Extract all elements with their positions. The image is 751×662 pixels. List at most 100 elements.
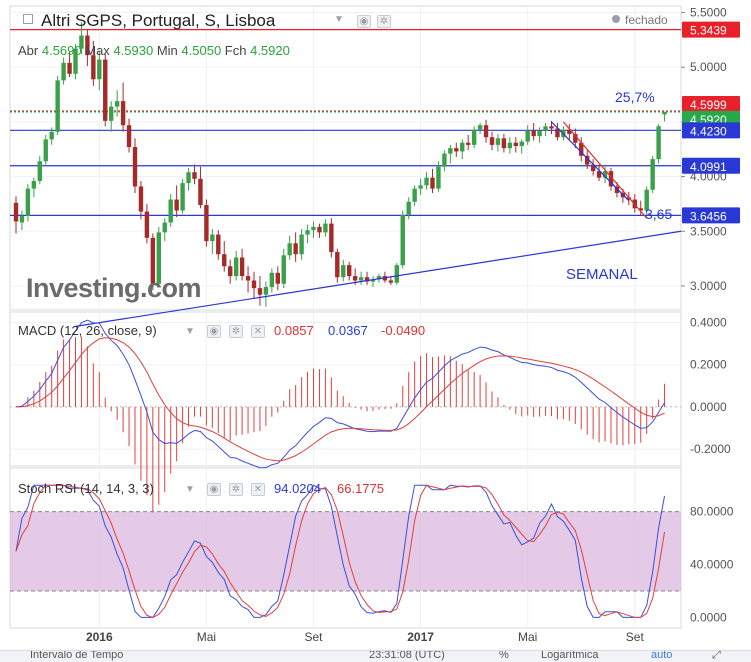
candle-body	[311, 226, 316, 231]
macd-gear-icon[interactable]: ✲	[229, 325, 243, 338]
candle-body	[376, 276, 382, 280]
candle-body	[97, 59, 102, 80]
macd-signal-line	[15, 337, 665, 462]
pct-gain-annotation: 25,7%	[615, 89, 655, 105]
eye-icon[interactable]: ◉	[357, 15, 371, 28]
candle-body	[186, 172, 191, 184]
candle-body	[501, 138, 507, 149]
candle-body	[644, 189, 649, 211]
price-level-tag	[682, 21, 740, 38]
collapse-icon[interactable]	[23, 14, 33, 24]
candle-body	[204, 205, 209, 242]
candle-body	[19, 215, 25, 223]
macd-close-icon[interactable]: ✕	[251, 325, 265, 338]
candle-body	[436, 166, 441, 189]
candle-body	[471, 129, 477, 145]
timeframe-annotation: SEMANAL	[566, 266, 638, 283]
candle-body	[352, 276, 358, 281]
ohlc-readout: Abr 4.5690 Max 4.5930 Min 4.5050 Fch 4.5…	[18, 43, 290, 58]
candle-body	[49, 131, 54, 140]
candle-body	[61, 62, 66, 81]
candle-body	[448, 148, 453, 154]
candle-body	[602, 171, 608, 178]
stoch-y-tick-label: 0.0000	[690, 610, 727, 624]
macd-y-tick-label: 0.2000	[690, 358, 727, 372]
macd-value-3: -0.0490	[381, 323, 426, 338]
macd-y-tick-label: 0.4000	[690, 316, 727, 330]
investing-logo: Investing.com	[26, 273, 202, 304]
ohlc-high: 4.5930	[113, 43, 154, 58]
macd-value-2: 0.0367	[328, 323, 368, 338]
interval-button[interactable]: Intervalo de Tempo	[30, 650, 124, 661]
ohlc-open: 4.5690	[41, 43, 82, 58]
price-y-tick-label: 5.5000	[690, 6, 727, 20]
stoch-close-icon[interactable]: ✕	[251, 483, 265, 496]
stoch-value-1: 94.0204	[274, 481, 321, 496]
candle-body	[257, 288, 263, 295]
candle-body	[460, 142, 465, 152]
target-annotation: 3,65	[645, 206, 672, 222]
candle-body	[650, 159, 655, 190]
x-tick-label: Set	[626, 630, 645, 644]
title-dropdown-icon[interactable]: ▼	[334, 14, 344, 25]
gear-icon[interactable]: ✲	[377, 15, 391, 28]
candle-body	[109, 106, 114, 121]
candle-body	[638, 208, 643, 211]
candle-body	[91, 55, 96, 80]
candle-body	[388, 280, 394, 283]
price-level-tag-label: 4.4230	[690, 124, 727, 138]
price-level-tag	[682, 122, 740, 139]
candle-body	[590, 164, 596, 172]
candle-body	[55, 80, 60, 132]
candle-body	[614, 186, 620, 193]
ohlc-open-label: Abr	[18, 43, 39, 58]
candle-body	[519, 141, 524, 146]
stoch-eye-icon[interactable]: ◉	[207, 483, 221, 496]
candle-body	[293, 243, 298, 255]
stoch-y-tick-label: 40.0000	[690, 558, 734, 572]
stoch-gear-icon[interactable]: ✲	[229, 483, 243, 496]
candle-body	[103, 59, 108, 121]
candle-body	[454, 148, 459, 152]
candle-body	[513, 142, 518, 146]
stoch-rsi-label: Stoch RSI (14, 14, 3, 3)	[18, 481, 154, 496]
price-level-tag	[682, 207, 740, 224]
macd-line	[15, 319, 665, 469]
candle-body	[251, 280, 257, 289]
percent-toggle[interactable]: %	[499, 650, 509, 661]
candle-body	[549, 126, 554, 129]
fullscreen-icon[interactable]: ⤢	[712, 650, 721, 661]
macd-dropdown-icon[interactable]: ▼	[185, 326, 195, 337]
ohlc-low: 4.5050	[181, 43, 222, 58]
chart-title: Altri SGPS, Portugal, S, Lisboa	[41, 11, 276, 30]
macd-eye-icon[interactable]: ◉	[207, 325, 221, 338]
candle-body	[156, 232, 161, 284]
log-toggle[interactable]: Logarítmica	[541, 650, 599, 661]
downtrend-line	[562, 121, 648, 219]
price-level-tag-label: 4.0991	[690, 160, 727, 174]
candle-body	[210, 234, 215, 242]
stoch-d-line	[15, 484, 666, 618]
candle-body	[358, 277, 364, 281]
candle-body	[263, 287, 269, 295]
candle-body	[406, 201, 411, 215]
candle-body	[662, 111, 667, 115]
candle-body	[233, 257, 239, 277]
candle-body	[138, 186, 144, 212]
auto-toggle[interactable]: auto	[651, 650, 673, 661]
macd-value-1: 0.0857	[274, 323, 314, 338]
macd-panel	[9, 311, 682, 467]
candle-body	[43, 139, 48, 162]
stoch-dropdown-icon[interactable]: ▼	[185, 484, 195, 495]
candle-body	[656, 126, 661, 160]
x-tick-label: 2016	[86, 630, 113, 644]
candle-body	[412, 188, 417, 202]
candle-body	[555, 128, 560, 138]
stoch-band	[10, 511, 681, 591]
candle-body	[269, 272, 275, 288]
support-trendline	[75, 230, 682, 327]
status-dot-icon	[612, 15, 620, 23]
candle-body	[477, 125, 483, 130]
candle-body	[144, 211, 150, 238]
